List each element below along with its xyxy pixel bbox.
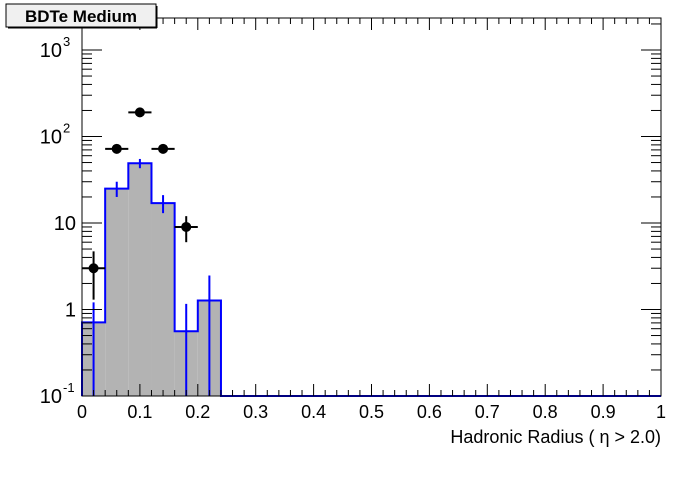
- x-tick-label: 0.4: [301, 402, 326, 422]
- chart-title: BDTe Medium: [25, 7, 137, 26]
- histogram-bar: [105, 188, 129, 396]
- x-tick-label: 1: [656, 402, 666, 422]
- data-point: [111, 143, 122, 154]
- y-tick-exponent: 2: [63, 121, 70, 136]
- y-tick-label: 10: [54, 213, 76, 235]
- histogram-bar: [128, 163, 152, 396]
- x-axis-label: Hadronic Radius ( η > 2.0): [450, 427, 661, 447]
- data-point: [158, 143, 169, 154]
- x-tick-label: 0.5: [359, 402, 384, 422]
- data-point: [88, 263, 99, 274]
- y-tick-label: 10: [40, 40, 62, 62]
- plot-area: [81, 107, 661, 397]
- y-tick-label: 10: [40, 386, 62, 408]
- x-tick-label: 0.3: [243, 402, 268, 422]
- data-point: [181, 221, 192, 232]
- data-point: [134, 107, 145, 118]
- y-tick-label: 10: [40, 127, 62, 149]
- x-tick-label: 0.1: [127, 402, 152, 422]
- y-tick-label: 1: [65, 300, 76, 322]
- x-tick-label: 0.9: [591, 402, 616, 422]
- x-tick-label: 0.6: [417, 402, 442, 422]
- y-tick-exponent: 3: [63, 34, 70, 49]
- x-tick-label: 0: [77, 402, 87, 422]
- x-tick-label: 0.2: [185, 402, 210, 422]
- histogram-bar: [151, 203, 175, 396]
- y-tick-exponent: -1: [63, 380, 75, 395]
- x-tick-label: 0.7: [475, 402, 500, 422]
- histogram-outline: [81, 162, 661, 397]
- x-tick-label: 0.8: [533, 402, 558, 422]
